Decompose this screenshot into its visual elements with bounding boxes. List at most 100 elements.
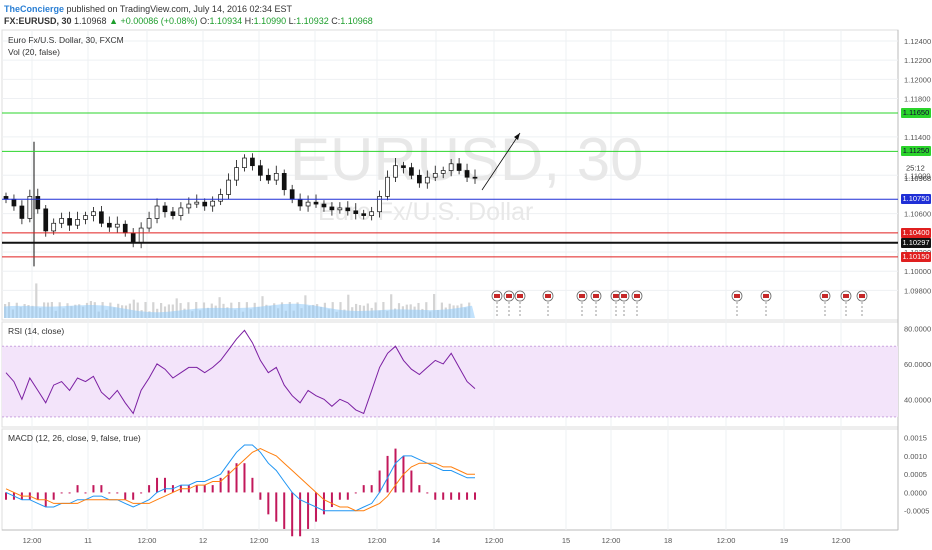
macd-histogram-bar <box>330 492 333 508</box>
macd-histogram-bar <box>426 492 429 494</box>
close-label: C: <box>328 16 341 26</box>
macd-axis-tick: 0.0010 <box>904 452 927 461</box>
candle-body <box>424 176 430 184</box>
macd-histogram-bar <box>163 477 166 493</box>
candle-body <box>67 218 72 226</box>
macd-histogram-bar <box>108 492 111 494</box>
candle-body <box>448 163 454 171</box>
rsi-axis-tick: 60.0000 <box>904 360 931 369</box>
macd-histogram-bar <box>52 492 55 500</box>
candle-body <box>432 173 438 178</box>
macd-histogram-bar <box>259 492 262 500</box>
volume-ma-area <box>4 303 475 318</box>
candle-body <box>337 207 343 211</box>
macd-axis-tick: -0.0005 <box>904 507 929 516</box>
price-tag-1.11650: 1.11650 <box>901 107 931 118</box>
macd-pane-title: MACD (12, 26, close, 9, false, true) <box>8 433 141 443</box>
candle-body <box>186 203 192 209</box>
time-axis-tick: 12 <box>199 536 207 545</box>
macd-axis-tick: 0.0000 <box>904 488 927 497</box>
candle-body <box>464 170 470 178</box>
event-flag-stripe <box>506 294 512 298</box>
open-label: O: <box>197 16 210 26</box>
macd-histogram-bar <box>5 492 7 500</box>
macd-histogram-bar <box>322 492 325 515</box>
low-label: L: <box>286 16 297 26</box>
macd-histogram-bar <box>36 492 39 500</box>
rsi-axis-tick: 40.0000 <box>904 395 931 404</box>
macd-histogram-bar <box>275 492 278 522</box>
volume-bar <box>167 304 170 318</box>
price-axis-tick: 1.12000 <box>904 75 931 84</box>
event-flag-stripe <box>494 294 500 298</box>
macd-histogram-bar <box>251 477 254 493</box>
candle-body <box>154 205 160 219</box>
macd-histogram-bar <box>386 455 389 493</box>
time-axis-tick: 18 <box>664 536 672 545</box>
macd-histogram-bar <box>346 492 349 500</box>
macd-histogram-bar <box>474 492 476 500</box>
candle-body <box>35 196 41 210</box>
rsi-pane-title: RSI (14, close) <box>8 326 65 336</box>
event-flag-stripe <box>545 294 551 298</box>
symbol-label: FX:EURUSD, 30 <box>4 16 72 26</box>
macd-histogram-bar <box>227 470 230 493</box>
macd-histogram-bar <box>458 492 461 500</box>
macd-histogram-bar <box>140 492 143 494</box>
macd-histogram-bar <box>68 492 71 494</box>
high-value: 1.10990 <box>253 16 287 26</box>
event-flag-stripe <box>621 294 627 298</box>
macd-histogram-bar <box>450 492 453 500</box>
trend-arrow-line <box>481 132 521 191</box>
macd-line <box>5 444 475 512</box>
macd-histogram-bar <box>466 492 469 500</box>
candle-body <box>130 232 136 243</box>
candle-body <box>417 174 422 184</box>
author-link[interactable]: TheConcierge <box>4 4 65 14</box>
candle-body <box>114 223 120 228</box>
candle-body <box>83 215 88 220</box>
time-axis-tick: 12:00 <box>368 536 387 545</box>
volume-bar <box>160 303 163 318</box>
publish-info: published on TradingView.com, July 14, 2… <box>64 4 292 14</box>
candle-body <box>409 167 414 176</box>
low-value: 1.10932 <box>296 16 329 26</box>
candle-body <box>281 173 287 191</box>
trend-arrow-head <box>514 133 520 140</box>
candle-body <box>313 201 319 205</box>
ohlc-line: FX:EURUSD, 30 1.10968 ▲ +0.00086 (+0.08%… <box>4 16 373 26</box>
candle-body <box>19 205 25 219</box>
price-tag-1.10750: 1.10750 <box>901 194 931 205</box>
candle-body <box>273 173 279 181</box>
candle-body <box>91 211 96 216</box>
signal-line <box>5 448 475 512</box>
volume-bar <box>175 298 178 318</box>
high-label: H: <box>242 16 254 26</box>
volume-bar <box>144 302 147 318</box>
macd-histogram-bar <box>370 485 373 493</box>
macd-histogram-bar <box>299 492 302 537</box>
price-axis-tick: 1.11800 <box>904 95 931 104</box>
price-axis-tick: 1.10600 <box>904 210 931 219</box>
macd-histogram-bar <box>219 477 222 493</box>
time-axis-tick: 12:00 <box>250 536 269 545</box>
macd-histogram-bar <box>203 485 206 493</box>
candle-body <box>51 222 57 232</box>
macd-histogram-bar <box>307 492 310 529</box>
candle-body <box>265 174 271 181</box>
time-axis-tick: 12:00 <box>485 536 504 545</box>
macd-histogram-bar <box>338 492 341 500</box>
event-flag-stripe <box>859 294 865 298</box>
macd-histogram-bar <box>132 492 135 500</box>
candle-body <box>289 189 295 200</box>
candle-body <box>369 211 375 216</box>
watermark-symbol: EURUSD, 30 <box>290 126 643 193</box>
pane-frame-2 <box>1 428 899 531</box>
candle-body <box>297 198 303 207</box>
chart-header: TheConcierge published on TradingView.co… <box>0 0 932 30</box>
macd-histogram-bar <box>243 463 246 493</box>
volume-bar <box>218 297 221 318</box>
price-tag-1.10297: 1.10297 <box>901 237 931 248</box>
rsi-axis-tick: 80.0000 <box>904 325 931 334</box>
